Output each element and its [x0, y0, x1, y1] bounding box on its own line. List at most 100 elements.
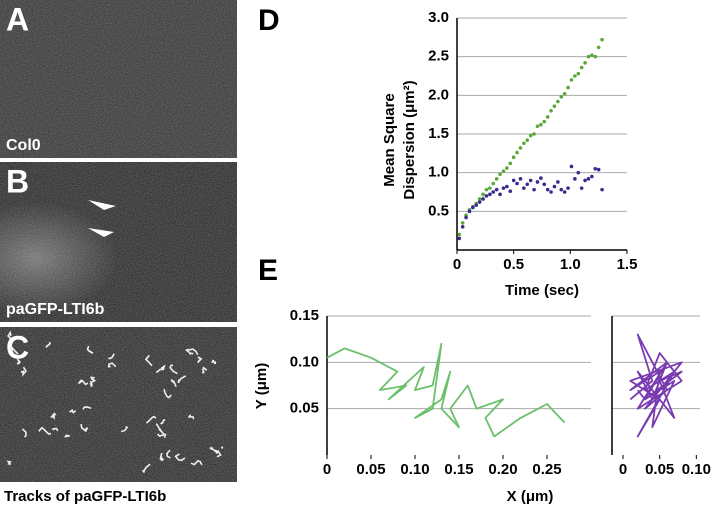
data-point: [539, 122, 543, 127]
data-point: [556, 180, 560, 184]
x-tick-label: 0.05: [356, 461, 385, 478]
data-point: [474, 203, 479, 207]
data-point: [586, 177, 591, 181]
data-point: [522, 186, 526, 190]
data-point: [481, 192, 485, 197]
data-point: [481, 197, 485, 201]
track-squiggle: [187, 348, 199, 355]
x-tick-label: 1.0: [560, 256, 581, 273]
y-tick-label: 0.10: [290, 353, 319, 370]
track-squiggle: [20, 366, 27, 377]
data-point: [477, 197, 482, 201]
track-squiggle: [169, 364, 178, 375]
y-tick-label: 1.0: [428, 164, 449, 181]
trajectory: [326, 342, 566, 438]
track-squiggle: [50, 412, 57, 420]
data-point: [542, 119, 547, 124]
data-point: [505, 184, 509, 189]
data-point: [484, 194, 489, 198]
panel-c: C: [0, 327, 237, 482]
panel-letter: A: [6, 1, 29, 37]
arrowhead: [88, 200, 116, 237]
data-point: [573, 177, 577, 181]
data-point: [539, 176, 543, 180]
track-squiggle: [52, 427, 59, 432]
data-point: [552, 104, 557, 108]
x-tick-label: 0.10: [400, 461, 429, 478]
track-squiggle: [108, 353, 115, 360]
panel-letter: E: [258, 254, 278, 287]
data-point: [600, 187, 604, 192]
track-squiggle: [107, 362, 117, 368]
data-point: [593, 167, 598, 171]
data-point: [545, 115, 550, 119]
data-point: [579, 65, 584, 70]
data-point: [494, 187, 499, 192]
data-point: [488, 192, 492, 197]
panel-letter: B: [6, 163, 29, 199]
data-point: [471, 205, 475, 210]
data-point: [576, 170, 581, 175]
data-point: [525, 182, 530, 187]
track-squiggle: [38, 426, 52, 435]
x-tick-label: 0.15: [444, 461, 473, 478]
y-axis-label: Dispersion (μm²): [401, 80, 418, 199]
track-squiggle: [16, 358, 21, 365]
track-squiggle: [89, 376, 97, 383]
data-point: [583, 178, 587, 183]
track-squiggle: [86, 345, 94, 355]
track-squiggle: [69, 409, 77, 414]
y-tick-label: 2.0: [428, 86, 449, 103]
data-point: [464, 215, 468, 220]
data-point: [549, 190, 553, 194]
x-tick-label: 0.5: [503, 256, 524, 273]
track-squiggle: [45, 341, 52, 348]
data-point: [532, 187, 536, 192]
track-squiggle: [7, 330, 12, 342]
y-tick-label: 2.5: [428, 48, 449, 65]
data-point: [593, 54, 598, 59]
x-tick-label: 0.25: [532, 461, 561, 478]
data-point: [528, 178, 533, 183]
track-squiggle: [174, 453, 186, 462]
track-squiggle: [221, 446, 224, 449]
data-point: [467, 209, 472, 214]
data-point: [562, 91, 567, 96]
y-tick-label: 1.5: [428, 125, 449, 142]
data-point: [457, 232, 462, 237]
trajectory: [629, 333, 683, 438]
data-point: [491, 190, 496, 194]
x-axis-label: Time (sec): [505, 282, 579, 299]
x-tick-label: 0: [453, 256, 461, 273]
data-point: [488, 186, 492, 190]
data-point: [566, 85, 570, 90]
data-point: [573, 74, 577, 78]
micrograph-noise: [0, 327, 237, 482]
track-squiggle: [120, 425, 129, 433]
data-point: [556, 99, 560, 104]
data-point: [590, 174, 594, 179]
track-squiggle: [64, 434, 71, 438]
track-squiggle: [211, 359, 217, 365]
panel-letter: C: [6, 329, 29, 365]
data-point: [505, 166, 509, 170]
data-point: [460, 225, 465, 229]
data-point: [600, 37, 604, 42]
track-squiggle: [196, 356, 203, 364]
data-point: [501, 186, 506, 190]
y-axis-label: Y (μm): [253, 363, 270, 409]
x-tick-label: 0.20: [488, 461, 517, 478]
caption: Tracks of paGFP-LTI6b: [4, 488, 166, 505]
track-squiggle: [159, 452, 165, 462]
data-point: [559, 187, 564, 192]
data-point: [528, 133, 533, 138]
micrograph-noise: [0, 162, 237, 322]
track-squiggle: [82, 406, 92, 410]
track-squiggle: [160, 419, 166, 425]
track-squiggle: [9, 346, 19, 355]
track-squiggle: [141, 463, 151, 474]
data-point: [457, 236, 462, 241]
data-point: [477, 200, 482, 204]
data-point: [460, 221, 465, 225]
